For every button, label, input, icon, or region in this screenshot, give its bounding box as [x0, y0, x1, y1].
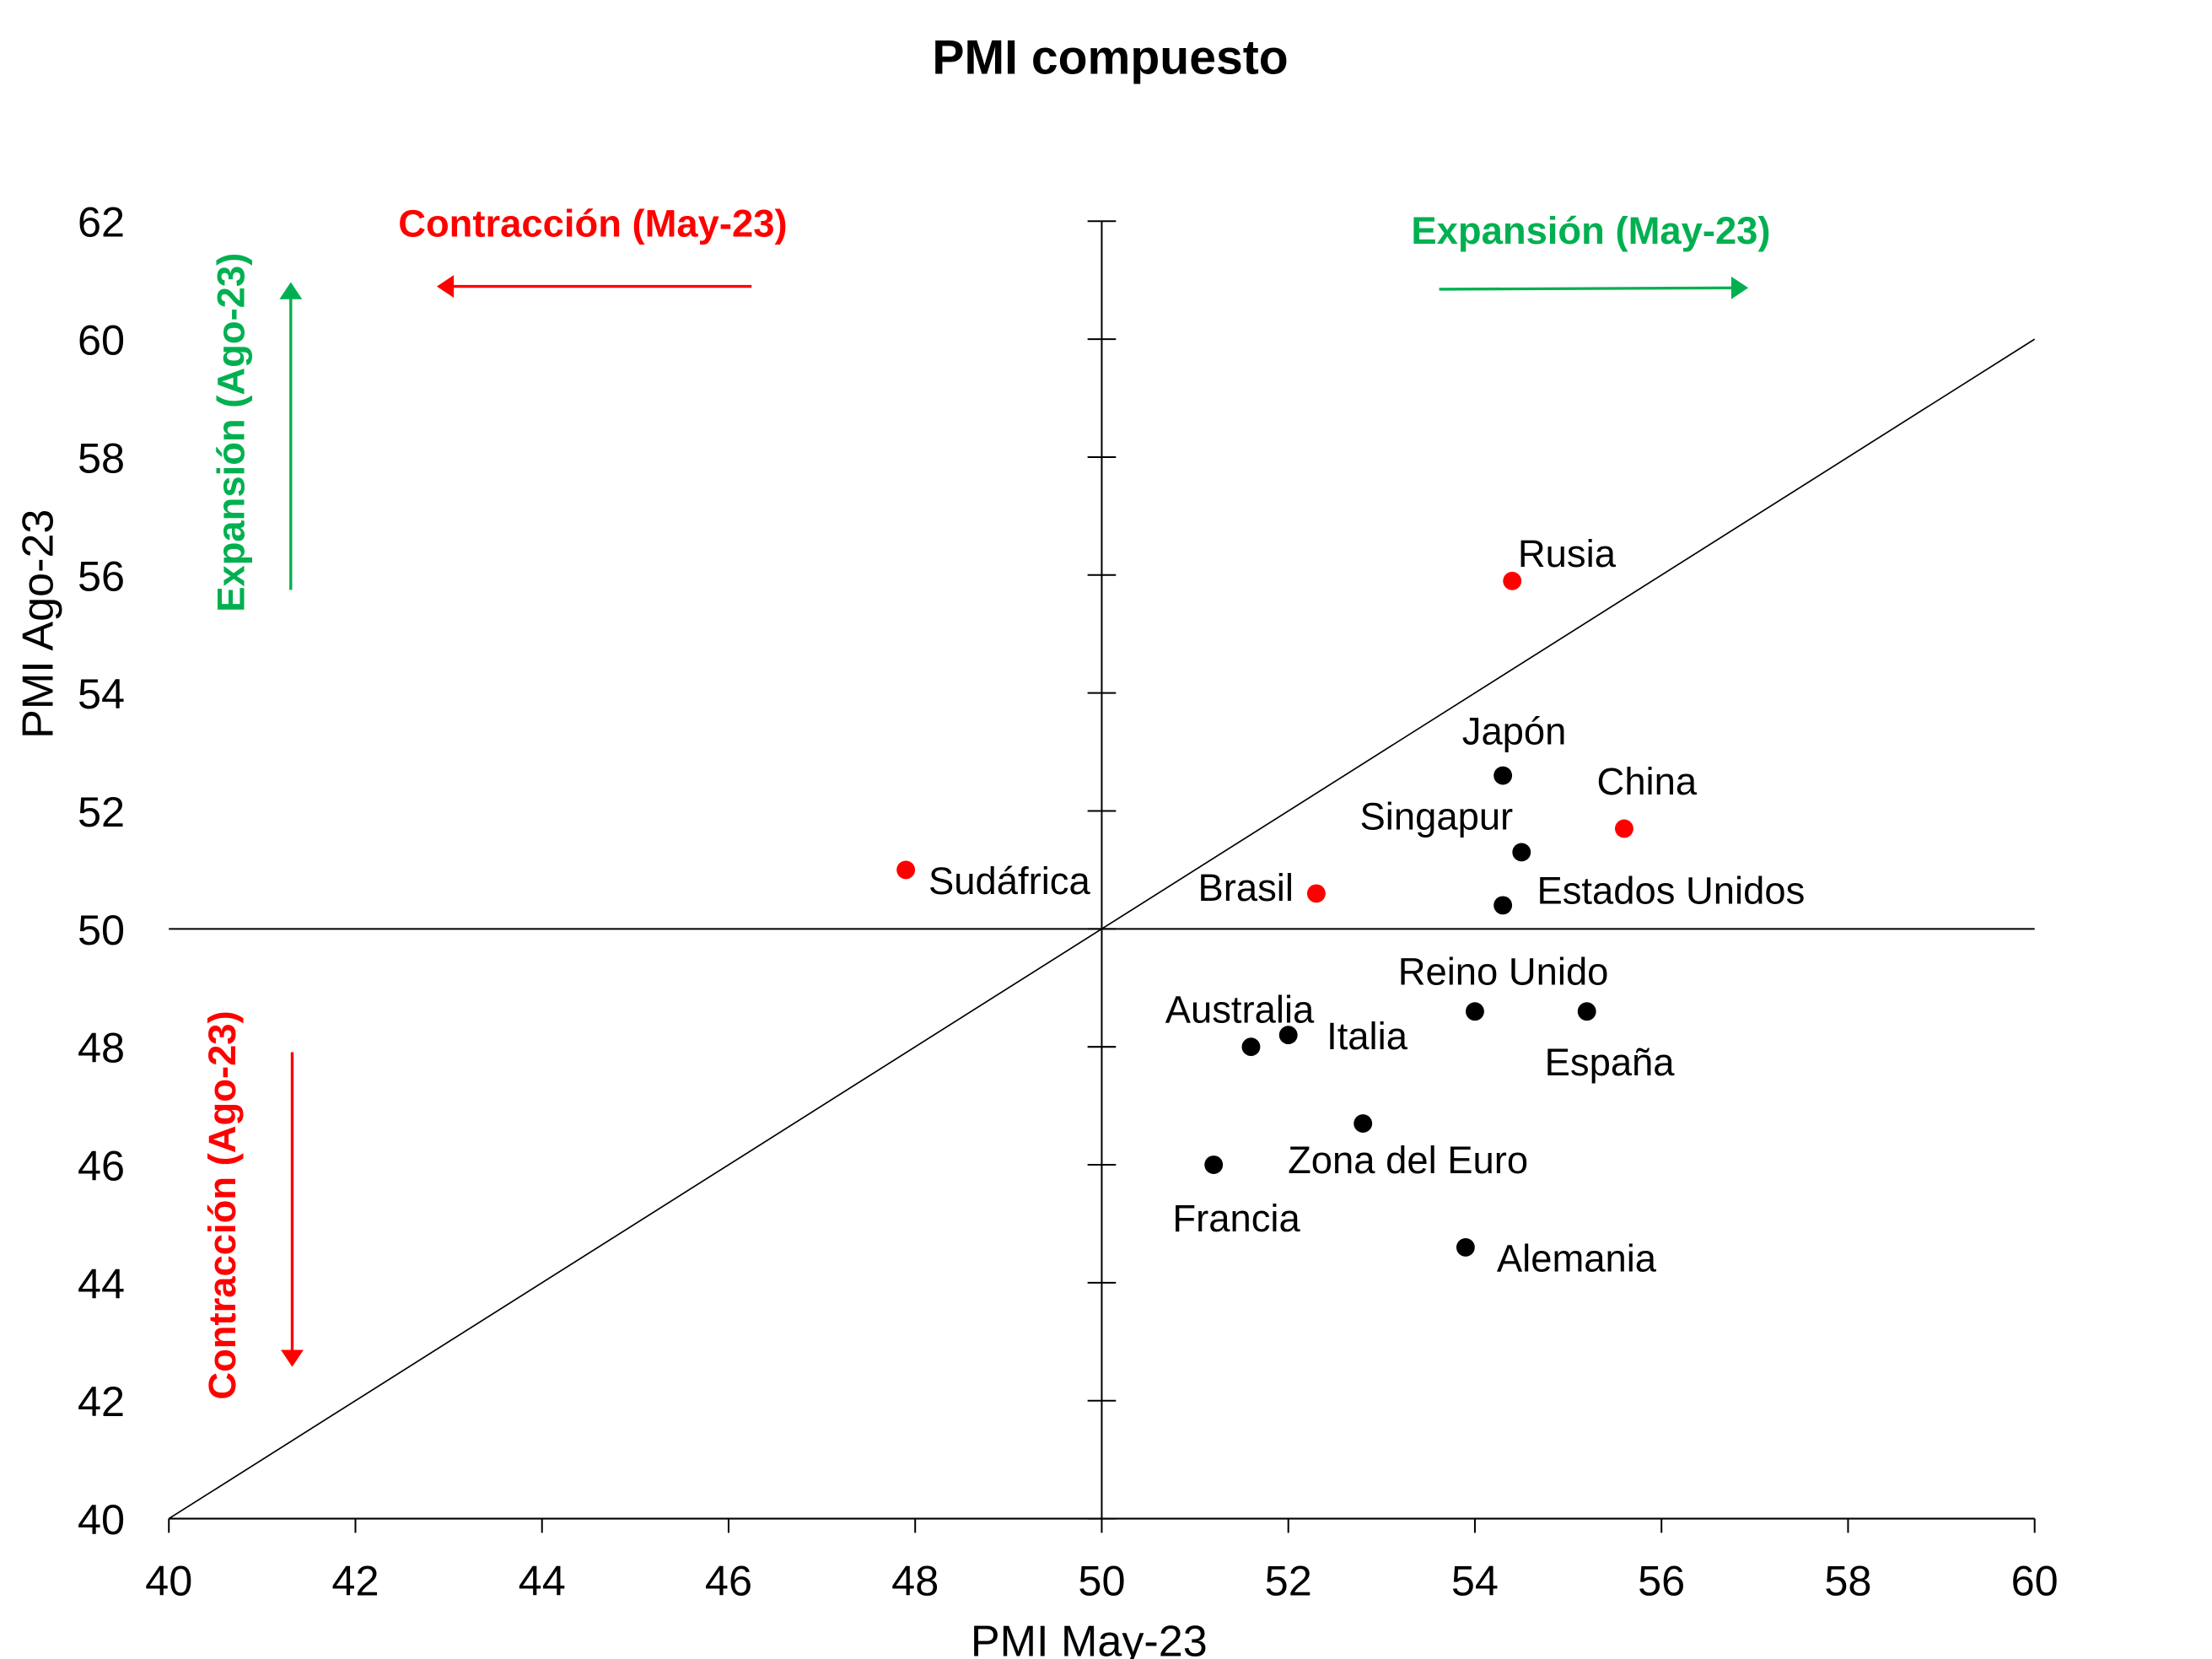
data-point	[1494, 896, 1513, 915]
data-label: Italia	[1327, 1015, 1408, 1058]
y-axis-label: PMI Ago-23	[13, 509, 62, 739]
data-point	[1466, 1002, 1484, 1021]
x-tick-label: 60	[2011, 1556, 2059, 1604]
data-label: Estados Unidos	[1537, 870, 1805, 913]
y-tick-label: 48	[78, 1024, 125, 1072]
annotation-contraction-may: Contracción (May-23)	[398, 202, 787, 245]
y-tick-label: 54	[78, 670, 125, 718]
y-tick-label: 52	[78, 788, 125, 836]
y-tick-label: 42	[78, 1377, 125, 1425]
data-label: Sudáfrica	[928, 859, 1090, 902]
data-point	[1577, 1002, 1596, 1021]
y-tick-label: 56	[78, 552, 125, 600]
x-tick-label: 58	[1824, 1556, 1871, 1604]
data-label: Japón	[1462, 710, 1567, 753]
x-tick-label: 48	[891, 1556, 939, 1604]
data-label: Singapur	[1360, 795, 1514, 838]
data-point	[1494, 766, 1513, 785]
data-point	[1456, 1237, 1475, 1257]
y-tick-label: 62	[78, 198, 125, 246]
x-tick-label: 56	[1638, 1556, 1685, 1604]
x-tick-label: 40	[145, 1556, 192, 1604]
annotation-contraction-ago: Contracción (Ago-23)	[201, 1010, 244, 1399]
x-tick-label: 52	[1265, 1556, 1312, 1604]
y-tick-label: 44	[78, 1259, 125, 1307]
data-label: Australia	[1165, 988, 1315, 1031]
x-axis-label: PMI May-23	[971, 1618, 1208, 1659]
y-tick-label: 40	[78, 1495, 125, 1543]
x-tick-label: 42	[331, 1556, 379, 1604]
data-label: Rusia	[1518, 532, 1617, 575]
data-label: Francia	[1172, 1197, 1300, 1240]
data-label: Brasil	[1198, 866, 1294, 909]
data-label: Alemania	[1497, 1236, 1657, 1279]
data-point	[1615, 819, 1633, 838]
data-label: España	[1545, 1041, 1676, 1084]
x-tick-label: 50	[1078, 1556, 1125, 1604]
data-point	[1503, 571, 1522, 590]
diagonal-reference-line	[168, 338, 2036, 1520]
data-point	[896, 860, 916, 880]
data-point	[1241, 1037, 1261, 1057]
data-points: Rusia Japón China Singapur Estados Unidos Bra…	[896, 532, 1805, 1279]
data-point	[1306, 884, 1326, 903]
data-point	[1512, 843, 1531, 862]
y-tick-label: 46	[78, 1142, 125, 1190]
y-tick-label: 50	[78, 906, 125, 954]
arrow-right-icon	[1439, 286, 1733, 291]
x-tick-label: 44	[519, 1556, 566, 1604]
data-point	[1278, 1026, 1298, 1045]
y-tick-label: 60	[78, 316, 125, 364]
arrowhead-right-icon	[1730, 276, 1749, 299]
chart-title: PMI compuesto	[932, 30, 1288, 84]
data-label: China	[1597, 760, 1698, 803]
data-label: Reino Unido	[1398, 950, 1609, 993]
annotation-expansion-may: Expansión (May-23)	[1411, 209, 1770, 252]
axes: 40 42 44 46 48 50 52 54 56 58 60 40 42 44 46 48 50 52 54 56…	[78, 198, 2059, 1605]
arrowhead-left-icon	[436, 275, 455, 299]
arrowhead-up-icon	[279, 282, 303, 299]
annotation-expansion-ago: Expansión (Ago-23)	[209, 253, 252, 612]
y-tick-label: 58	[78, 434, 125, 482]
arrowhead-down-icon	[281, 1349, 304, 1367]
data-point	[1204, 1155, 1224, 1174]
x-tick-label: 54	[1451, 1556, 1499, 1604]
x-tick-label: 46	[705, 1556, 752, 1604]
data-point	[1354, 1114, 1373, 1134]
data-label: Zona del Euro	[1288, 1139, 1528, 1182]
